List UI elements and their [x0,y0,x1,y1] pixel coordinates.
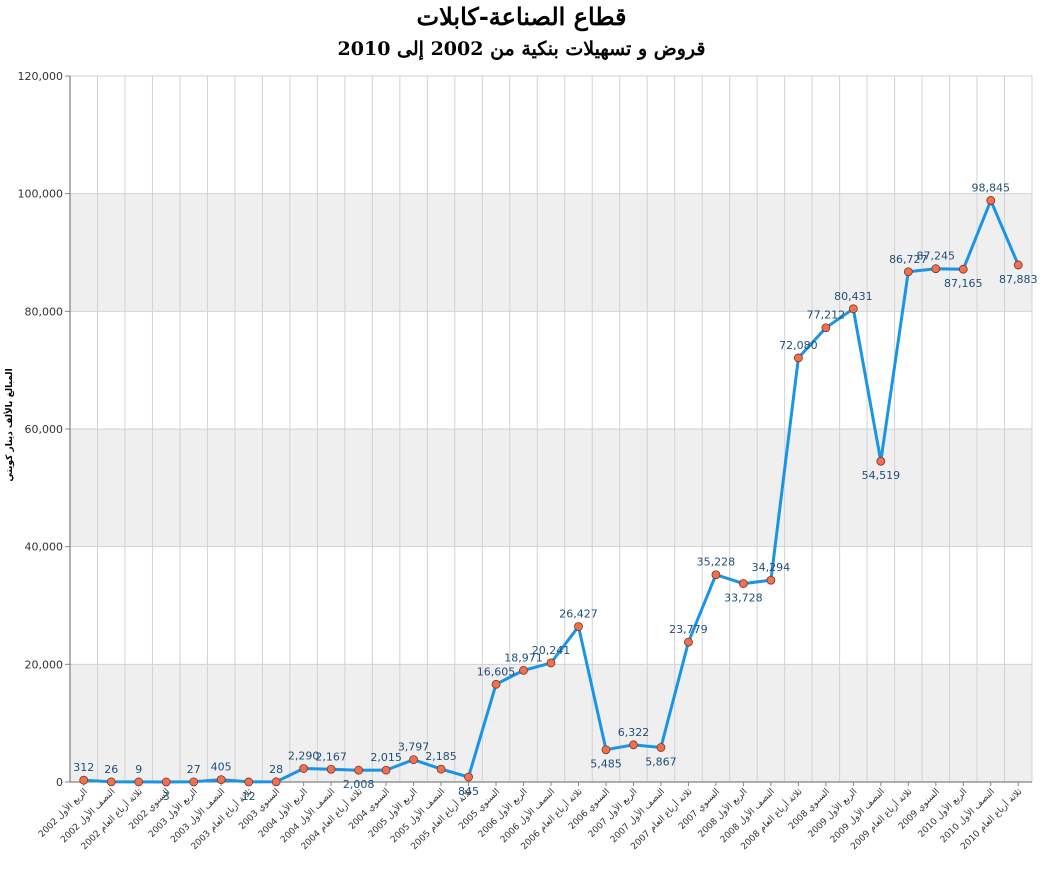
y-tick-label: 20,000 [25,658,64,671]
data-point [79,775,89,785]
data-label: 33,728 [724,592,763,605]
data-point [601,745,611,755]
y-tick-label: 120,000 [18,70,64,83]
data-label: 405 [211,761,232,774]
y-tick-label: 0 [56,776,63,789]
x-tick-label: الربع الأول 2010 [915,786,969,840]
data-point [519,665,528,675]
data-point [793,353,803,363]
data-point [244,777,254,787]
data-point [491,679,501,689]
data-label: 6,322 [618,726,650,739]
y-tick-label: 40,000 [25,541,64,554]
plot-bands [70,193,1032,782]
x-tick-label: الربع الأول 2002 [36,786,90,840]
data-label: 2,185 [425,750,457,763]
data-point [656,743,666,752]
data-point [299,764,309,773]
y-tick-label: 60,000 [25,423,64,436]
data-label: 3,797 [398,741,430,754]
data-point [1013,260,1023,270]
x-tick-label: الربع الأول 2008 [695,786,749,840]
data-points [79,196,1023,787]
data-label: 5,867 [645,755,677,768]
y-tick-label: 100,000 [18,188,64,201]
data-label: 20,241 [532,644,571,657]
data-point [354,765,364,775]
data-label: 87,165 [944,277,983,290]
x-tick-label: الربع الأول 2005 [365,786,419,840]
x-tick-label: الربع الأول 2004 [256,786,310,840]
data-point [876,456,886,466]
y-tick-label: 80,000 [25,305,64,318]
data-label: 72,080 [779,339,818,352]
data-point [464,772,473,782]
data-point [903,267,913,277]
data-point [821,323,831,333]
data-point [436,764,446,774]
data-label: 2,008 [343,778,375,791]
data-label: 5,485 [590,758,622,771]
data-point [134,777,144,787]
data-label: 28 [269,763,283,776]
data-label: 77,212 [807,309,846,322]
data-point [271,777,281,787]
data-label: 27 [187,763,201,776]
data-point [766,575,776,585]
data-label: 12 [242,790,256,803]
x-tick-label: الربع الأول 2007 [585,786,639,840]
data-label: 34,294 [752,561,791,574]
data-label: 9 [135,763,142,776]
data-label: 18,971 [504,651,543,664]
plot-band [70,193,1032,312]
y-tick-labels: 0 20,000 40,000 60,000 80,000 100,000 120,000 [18,70,64,789]
plot-band [70,664,1032,782]
data-point [409,755,418,765]
data-label: 87,883 [999,273,1038,286]
data-label: 16,605 [477,665,516,678]
chart-title: قطاع الصناعة-كابلات [416,2,627,31]
axes [65,75,1032,786]
data-label: 54,519 [862,469,901,482]
data-label: 312 [73,761,94,774]
data-label: 80,431 [834,290,873,303]
data-point [106,777,116,787]
plot-band [70,429,1032,547]
data-label: 26,427 [559,608,598,621]
data-point [189,777,199,787]
x-tick-label: الربع الأول 2003 [146,786,200,840]
data-label: 2,290 [288,750,320,763]
data-label: 3 [163,790,170,803]
data-point [848,304,858,314]
data-point [574,622,583,631]
data-point [629,740,638,750]
data-label: 2,015 [370,751,402,764]
data-label: 26 [104,763,118,776]
data-point [711,570,721,580]
data-point [216,775,226,785]
data-point [931,264,941,274]
data-point [381,765,391,775]
data-label: 35,228 [697,556,736,569]
data-point [986,196,996,205]
data-point [684,637,693,647]
data-label: 86,727 [889,253,928,266]
data-label: 845 [458,785,479,798]
data-point [546,658,556,668]
data-label: 98,845 [972,181,1011,194]
data-point [739,579,748,588]
data-point [326,764,336,774]
data-point [958,264,968,274]
chart-subtitle: قروض و تسهيلات بنكية من 2002 إلى 2010 [337,38,706,60]
x-tick-label: الربع الأول 2009 [805,786,859,840]
data-label: 2,167 [315,750,347,763]
data-label: 87,245 [917,250,956,263]
x-tick-label: الربع الأول 2006 [475,786,529,840]
data-label: 23,779 [669,623,708,636]
data-point [161,777,171,787]
